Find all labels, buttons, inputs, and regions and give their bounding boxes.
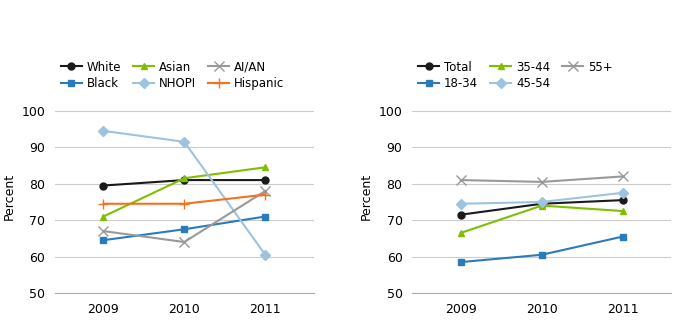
Y-axis label: Percent: Percent bbox=[3, 173, 16, 220]
Y-axis label: Percent: Percent bbox=[360, 173, 373, 220]
Legend: White, Black, Asian, NHOPI, AI/AN, Hispanic: White, Black, Asian, NHOPI, AI/AN, Hispa… bbox=[61, 61, 284, 90]
Legend: Total, 18-34, 35-44, 45-54, 55+: Total, 18-34, 35-44, 45-54, 55+ bbox=[418, 61, 612, 90]
